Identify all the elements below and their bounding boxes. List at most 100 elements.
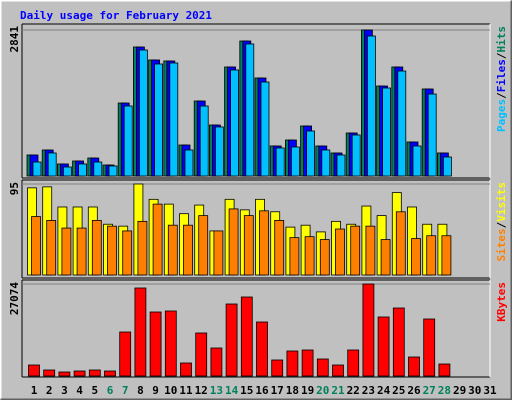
bar	[397, 70, 407, 177]
bar	[411, 238, 421, 276]
x-tick-label: 1	[31, 384, 38, 397]
x-tick-label: 29	[453, 384, 466, 397]
x-tick-label: 24	[377, 384, 391, 397]
bar	[32, 161, 42, 177]
x-tick-label: 23	[362, 384, 375, 397]
bar	[93, 161, 103, 177]
bar	[91, 219, 102, 276]
bar	[152, 203, 163, 276]
x-tick-label: 12	[195, 384, 208, 397]
legend-entry: Sites	[495, 228, 508, 261]
x-tick-label: 9	[152, 384, 159, 397]
bar	[134, 287, 147, 377]
bar	[441, 235, 452, 276]
legend-entry: Files	[495, 59, 508, 92]
bar	[275, 147, 285, 177]
bar	[365, 225, 376, 276]
x-tick-label: 17	[271, 384, 284, 397]
bar	[243, 215, 254, 276]
bar	[108, 165, 118, 177]
x-tick-label: 28	[438, 384, 451, 397]
bar	[76, 227, 87, 276]
x-tick-label: 3	[61, 384, 68, 397]
bar	[274, 219, 285, 276]
bar	[123, 105, 133, 177]
x-tick-label: 22	[347, 384, 360, 397]
bar	[169, 62, 179, 177]
legend-separator: /	[495, 92, 508, 99]
x-tick-label: 8	[137, 384, 144, 397]
bar	[180, 362, 192, 377]
bar	[426, 235, 437, 276]
bar	[164, 310, 177, 377]
bar	[392, 307, 405, 377]
bar	[46, 219, 57, 276]
bar	[442, 156, 452, 177]
legend: Sites/Visits	[495, 182, 508, 262]
bar	[225, 303, 238, 377]
bar	[259, 210, 269, 276]
x-tick-label: 18	[286, 384, 299, 397]
bar	[362, 283, 375, 377]
bar	[438, 363, 451, 377]
x-tick-label: 5	[91, 384, 98, 397]
bar	[332, 364, 344, 377]
bar	[316, 358, 329, 377]
x-tick-label: 27	[423, 384, 436, 397]
x-tick-label: 14	[225, 384, 239, 397]
x-tick-label: 10	[164, 384, 177, 397]
bar	[335, 228, 345, 276]
bar	[427, 93, 437, 177]
bar	[88, 369, 101, 377]
bar	[408, 356, 420, 377]
bar	[319, 239, 330, 276]
bar	[240, 296, 253, 377]
x-tick-label: 7	[122, 384, 129, 397]
x-tick-label: 30	[468, 384, 481, 397]
bar	[63, 166, 72, 177]
bar	[214, 126, 224, 177]
bar	[336, 154, 346, 177]
x-tick-label: 11	[179, 384, 193, 397]
bar	[167, 224, 178, 276]
bar	[351, 134, 361, 177]
bar	[289, 237, 300, 276]
bar	[198, 215, 209, 276]
bar	[256, 321, 268, 377]
legend-entry: KBytes	[495, 282, 508, 322]
bar	[228, 208, 239, 276]
x-tick-label: 21	[331, 384, 345, 397]
x-tick-label: 20	[316, 384, 329, 397]
bar	[31, 216, 41, 276]
bar	[199, 105, 209, 177]
bar	[395, 211, 406, 276]
x-tick-label: 2	[46, 384, 53, 397]
bar	[423, 318, 436, 377]
bar	[350, 225, 361, 276]
y-tick-label: 27074	[8, 282, 21, 315]
x-tick-label: 6	[107, 384, 114, 397]
bar	[347, 349, 360, 377]
bar	[47, 152, 57, 177]
bar	[107, 225, 117, 276]
bar	[382, 87, 392, 177]
x-tick-label: 19	[301, 384, 314, 397]
legend-entry: Visits	[495, 182, 508, 222]
bar	[380, 239, 391, 276]
bar	[213, 230, 224, 276]
bar	[366, 35, 376, 177]
legend: KBytes	[495, 282, 508, 322]
bar	[61, 227, 72, 276]
x-tick-label: 15	[240, 384, 253, 397]
chart-title: Daily usage for February 2021	[20, 9, 212, 22]
bar	[412, 145, 422, 177]
bar	[119, 331, 132, 377]
x-tick-label: 26	[407, 384, 421, 397]
bar	[137, 220, 148, 276]
bar	[260, 81, 270, 177]
bar	[138, 49, 148, 177]
y-tick-label: 2841	[8, 26, 21, 53]
x-tick-label: 13	[210, 384, 223, 397]
bar	[43, 369, 56, 377]
